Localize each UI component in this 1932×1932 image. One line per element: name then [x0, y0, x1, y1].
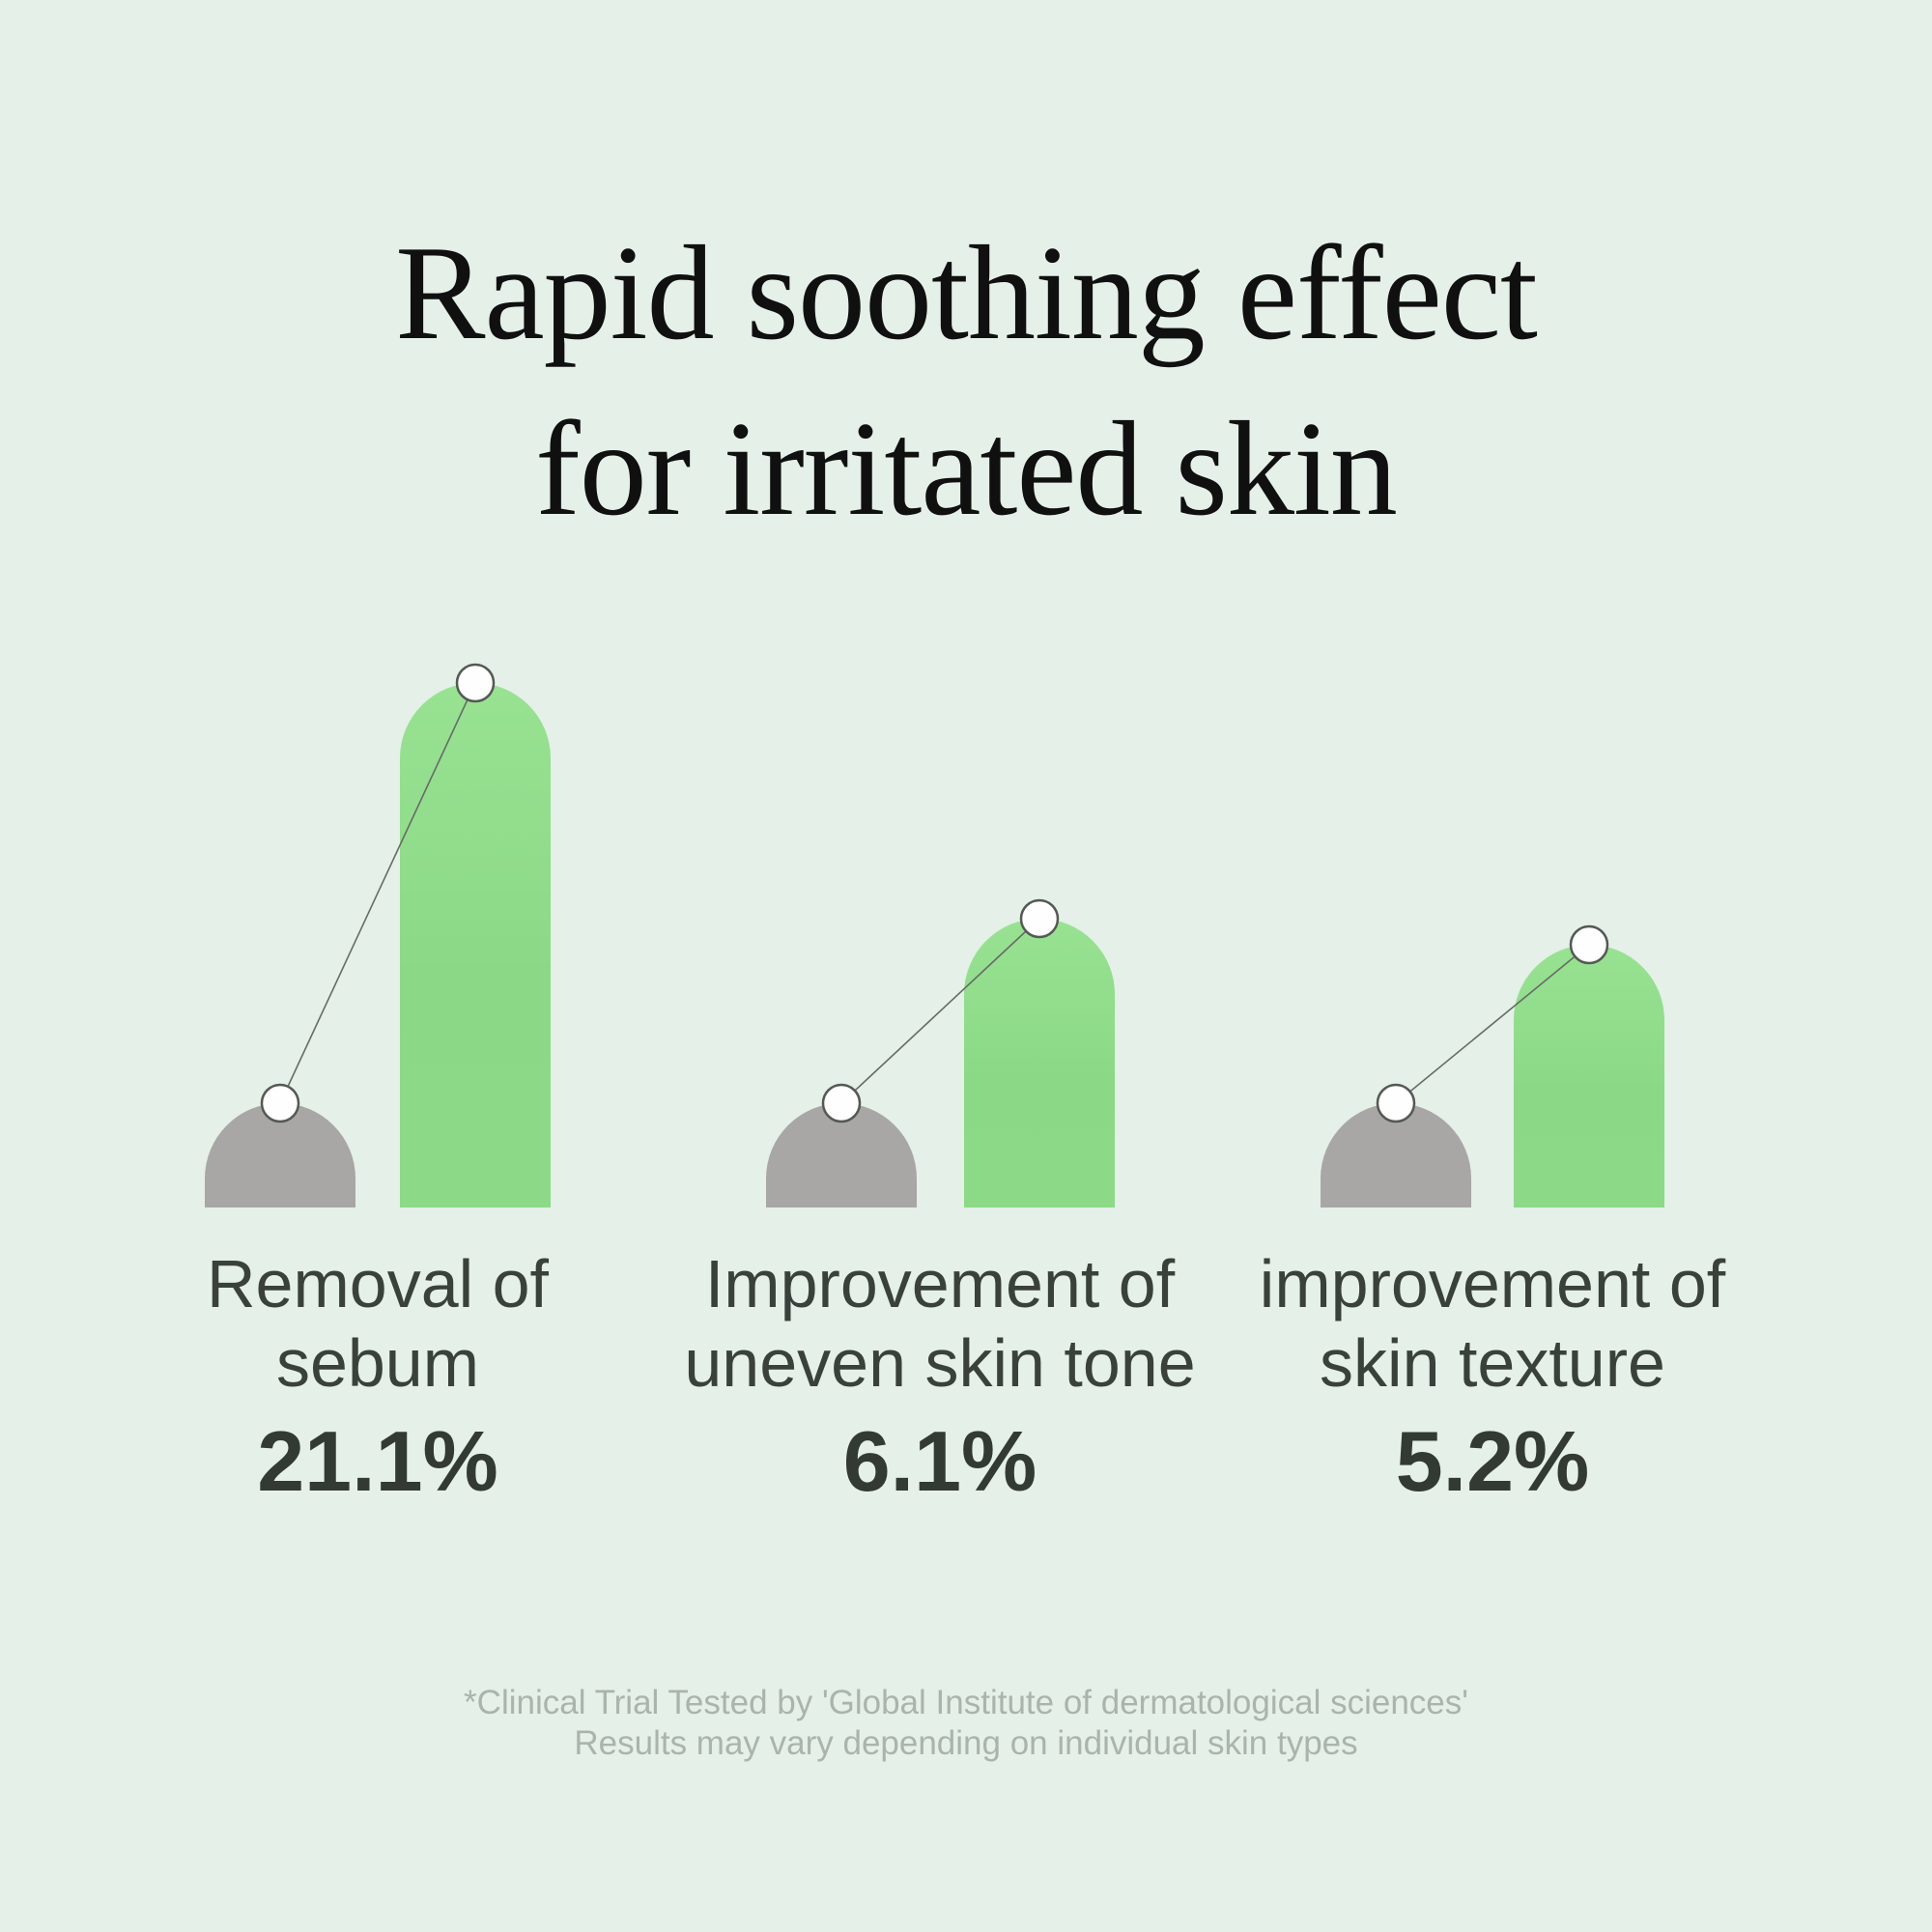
category-label-line: sebum	[275, 1325, 480, 1401]
category-label-line: Removal of	[206, 1246, 550, 1321]
value-label: 21.1%	[257, 1413, 498, 1509]
category-label-line: uneven skin tone	[684, 1325, 1196, 1401]
category-label: Removal of sebum	[69, 1244, 687, 1403]
footnote-line-2: Results may vary depending on individual…	[574, 1724, 1358, 1762]
category-label-line: Improvement of	[704, 1246, 1176, 1321]
bar-before	[1321, 1103, 1471, 1208]
page-title: Rapid soothing effect for irritated skin	[0, 206, 1932, 557]
title-line-2: for irritated skin	[535, 394, 1398, 544]
bar-after	[964, 919, 1115, 1208]
footnote: *Clinical Trial Tested by 'Global Instit…	[0, 1683, 1932, 1764]
bar-after	[400, 683, 551, 1208]
title-line-1: Rapid soothing effect	[395, 218, 1538, 368]
value-label: 5.2%	[1395, 1413, 1590, 1509]
value-label: 6.1%	[842, 1413, 1037, 1509]
footnote-line-1: *Clinical Trial Tested by 'Global Instit…	[464, 1684, 1468, 1721]
category-label-line: improvement of	[1259, 1246, 1726, 1321]
bar-after	[1514, 945, 1664, 1208]
category-label: improvement of skin texture	[1183, 1244, 1802, 1403]
bar-before	[766, 1103, 917, 1208]
bar-before	[205, 1103, 355, 1208]
category-label-line: skin texture	[1320, 1325, 1665, 1401]
category-label: Improvement of uneven skin tone	[631, 1244, 1249, 1403]
